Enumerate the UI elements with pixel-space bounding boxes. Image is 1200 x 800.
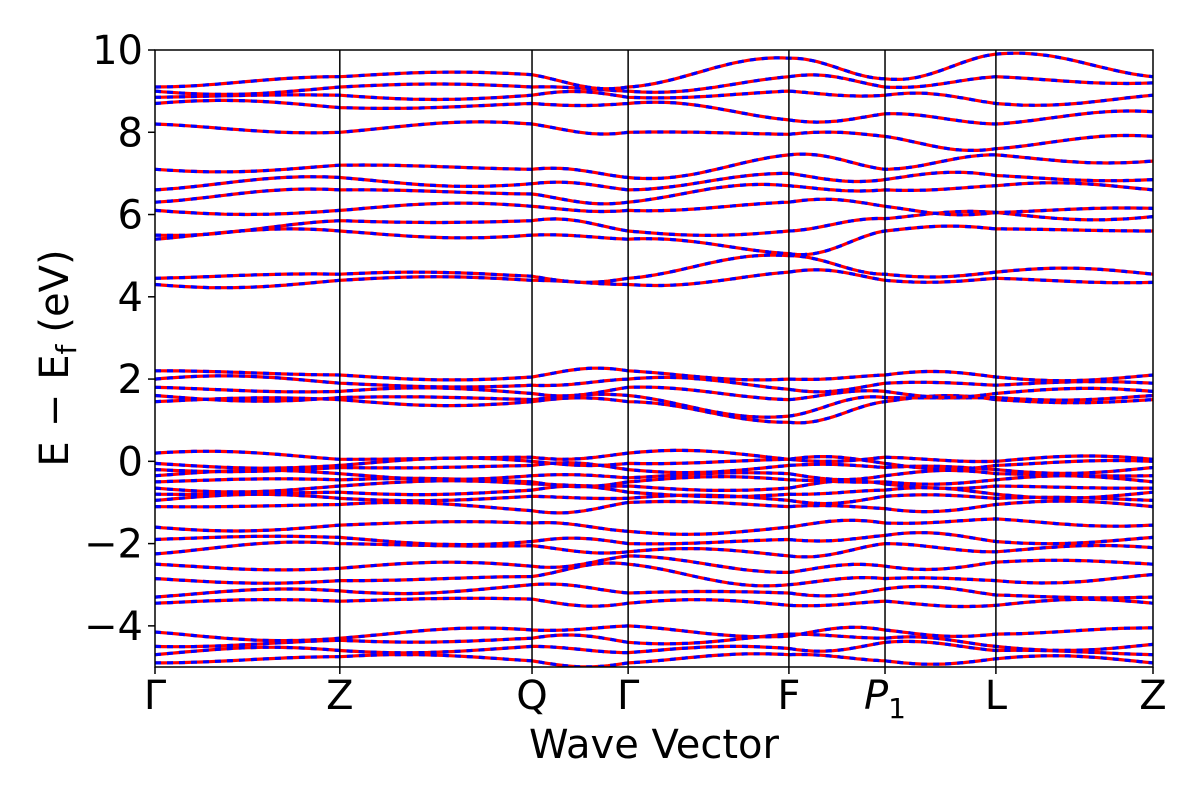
x-axis-label: Wave Vector — [529, 722, 780, 768]
x-axis-ticks: Γ Z Q Γ F P1 L Z — [144, 667, 1167, 725]
band-spin-down — [155, 253, 1153, 284]
band-spin-down — [155, 181, 1153, 206]
band-spin-down — [155, 461, 1153, 475]
band-spin-down — [155, 89, 1153, 107]
band-spin-down — [155, 479, 1153, 494]
band-spin-down — [155, 170, 1153, 192]
y-tick-label: 6 — [118, 193, 143, 239]
band-spin-down — [155, 73, 1153, 96]
band-spin-down — [155, 517, 1153, 536]
y-tick-label: 2 — [118, 357, 143, 403]
band-spin-down — [155, 596, 1153, 609]
y-tick-label: 0 — [118, 439, 143, 485]
plot-frame — [154, 49, 1154, 668]
band-spin-down — [155, 448, 1153, 464]
band-spin-down — [155, 632, 1153, 652]
kpoint-label: Q — [516, 673, 547, 719]
y-label-unit: (eV) — [32, 249, 78, 332]
band-spin-down — [155, 499, 1153, 515]
band-spin-down — [155, 209, 1153, 238]
band-spin-down — [155, 652, 1153, 667]
kpoint-label: Γ — [617, 673, 640, 719]
band-spin-down — [155, 197, 1153, 217]
band-spin-down — [155, 561, 1153, 588]
y-label-subscript: f — [50, 343, 83, 354]
bands-group — [155, 51, 1153, 667]
kpoint-label: F — [777, 673, 800, 719]
band-spin-down — [155, 374, 1153, 394]
y-label-e-fermi: E — [32, 354, 78, 379]
kpoint-label: Z — [326, 673, 353, 719]
band-spin-down — [155, 554, 1153, 574]
band-spin-down — [155, 540, 1153, 559]
band-spin-down — [155, 455, 1153, 471]
band-spin-down — [155, 98, 1153, 126]
y-axis-label: E − Ef (eV) — [32, 249, 83, 466]
band-spin-down — [155, 582, 1153, 600]
y-label-minus: − — [32, 394, 78, 428]
band-spin-down — [155, 531, 1153, 547]
kpoint-label: L — [985, 673, 1008, 719]
y-tick-label: 4 — [118, 275, 143, 321]
band-spin-down — [155, 120, 1153, 152]
band-spin-down — [155, 392, 1153, 419]
band-spin-down — [155, 366, 1153, 383]
band-spin-down — [155, 385, 1153, 402]
band-spin-down — [155, 474, 1153, 489]
y-tick-label: 10 — [92, 28, 143, 74]
high-symmetry-lines — [339, 50, 997, 667]
kpoint-label: Z — [1139, 673, 1166, 719]
y-axis-ticks: −4 −2 0 2 4 6 8 10 — [84, 28, 155, 650]
band-spin-down — [155, 51, 1153, 91]
kpoint-label: Γ — [144, 673, 167, 719]
band-spin-down — [155, 624, 1153, 643]
kpoint-label: P1 — [864, 673, 906, 725]
band-spin-down — [155, 484, 1153, 500]
band-spin-down — [155, 152, 1153, 181]
y-tick-label: 8 — [118, 110, 143, 156]
band-spin-down — [155, 268, 1153, 290]
y-tick-label: −4 — [84, 604, 143, 650]
band-spin-down — [155, 639, 1153, 657]
band-spin-down — [155, 224, 1153, 257]
y-tick-label: −2 — [84, 522, 143, 568]
y-label-e: E — [32, 441, 78, 466]
